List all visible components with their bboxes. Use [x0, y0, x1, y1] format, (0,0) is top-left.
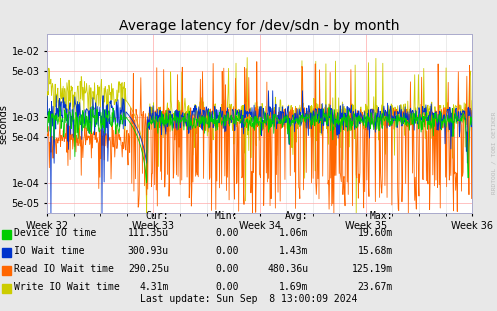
Text: Cur:: Cur: [146, 211, 169, 221]
Text: 0.00: 0.00 [215, 246, 239, 256]
Text: 1.43m: 1.43m [279, 246, 308, 256]
Text: IO Wait time: IO Wait time [14, 246, 84, 256]
Title: Average latency for /dev/sdn - by month: Average latency for /dev/sdn - by month [119, 19, 400, 33]
Text: 111.35u: 111.35u [128, 228, 169, 238]
Text: 23.67m: 23.67m [357, 282, 393, 292]
Text: 4.31m: 4.31m [140, 282, 169, 292]
Text: Read IO Wait time: Read IO Wait time [14, 264, 114, 274]
Text: 125.19m: 125.19m [351, 264, 393, 274]
Text: 300.93u: 300.93u [128, 246, 169, 256]
Text: Avg:: Avg: [285, 211, 308, 221]
Text: Write IO Wait time: Write IO Wait time [14, 282, 120, 292]
Text: Device IO time: Device IO time [14, 228, 96, 238]
Text: 1.06m: 1.06m [279, 228, 308, 238]
Text: Min:: Min: [215, 211, 239, 221]
Text: 0.00: 0.00 [215, 282, 239, 292]
Text: 15.68m: 15.68m [357, 246, 393, 256]
Text: 19.60m: 19.60m [357, 228, 393, 238]
Text: RRDTOOL / TOBI OETIKER: RRDTOOL / TOBI OETIKER [491, 112, 496, 194]
Text: 1.69m: 1.69m [279, 282, 308, 292]
Text: Max:: Max: [369, 211, 393, 221]
Text: 290.25u: 290.25u [128, 264, 169, 274]
Text: 0.00: 0.00 [215, 228, 239, 238]
Text: Last update: Sun Sep  8 13:00:09 2024: Last update: Sun Sep 8 13:00:09 2024 [140, 294, 357, 304]
Text: 0.00: 0.00 [215, 264, 239, 274]
Y-axis label: seconds: seconds [0, 104, 8, 144]
Text: 480.36u: 480.36u [267, 264, 308, 274]
